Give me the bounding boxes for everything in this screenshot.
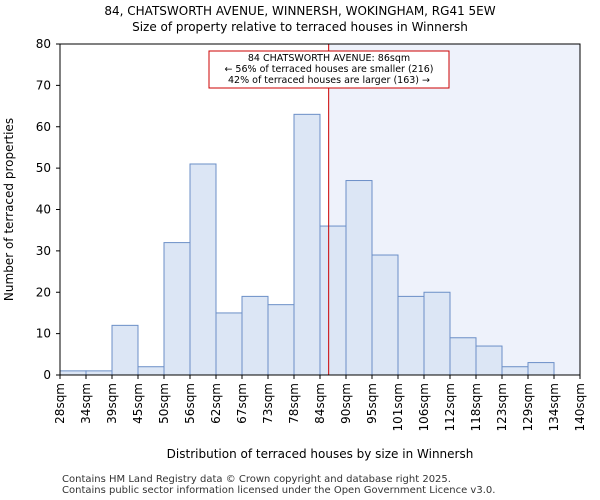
- bar-39sqm: [111, 324, 139, 376]
- annotation-line-1: 84 CHATSWORTH AVENUE: 86sqm: [248, 53, 410, 64]
- bar-106sqm: [423, 291, 451, 376]
- y-tick-label: 40: [36, 203, 51, 217]
- x-tick-label: 101sqm: [391, 383, 405, 431]
- y-tick-label: 60: [36, 120, 51, 134]
- bar-50sqm: [163, 242, 191, 376]
- x-axis-label: Distribution of terraced houses by size …: [167, 447, 474, 461]
- bar-28sqm: [59, 370, 87, 376]
- x-tick-label: 90sqm: [339, 383, 353, 424]
- x-tick-label: 28sqm: [53, 383, 67, 424]
- x-tick-label: 140sqm: [573, 383, 587, 431]
- y-tick-label: 50: [36, 161, 51, 175]
- bar-101sqm: [397, 295, 425, 376]
- footer-copyright: Contains HM Land Registry data © Crown c…: [62, 474, 451, 485]
- x-tick-label: 39sqm: [105, 383, 119, 424]
- footer-licence: Contains public sector information licen…: [62, 485, 496, 496]
- chart-title-address: 84, CHATSWORTH AVENUE, WINNERSH, WOKINGH…: [104, 4, 496, 18]
- x-tick-label: 62sqm: [209, 383, 223, 424]
- x-tick-label: 129sqm: [521, 383, 535, 431]
- x-tick-label: 67sqm: [235, 383, 249, 424]
- y-axis: 0 10 20 30 40 50 60 70 80: [36, 37, 60, 382]
- x-tick-label: 106sqm: [417, 383, 431, 431]
- bar-78sqm: [293, 113, 321, 376]
- x-tick-label: 134sqm: [547, 383, 561, 431]
- x-tick-label: 84sqm: [313, 383, 327, 424]
- bar-123sqm: [501, 366, 529, 376]
- y-axis-label: Number of terraced properties: [2, 118, 16, 301]
- annotation-line-3: 42% of terraced houses are larger (163) …: [228, 75, 430, 86]
- y-tick-label: 80: [36, 37, 51, 51]
- bar-90sqm: [345, 180, 373, 376]
- y-tick-label: 0: [43, 368, 51, 382]
- x-tick-label: 78sqm: [287, 383, 301, 424]
- bar-62sqm: [215, 312, 243, 376]
- bar-45sqm: [137, 366, 165, 376]
- y-tick-label: 10: [36, 327, 51, 341]
- plot-frame: [59, 43, 581, 376]
- x-tick-label: 73sqm: [261, 383, 275, 424]
- bar-129sqm: [527, 362, 555, 376]
- x-axis: 28sqm 34sqm 39sqm 45sqm 50sqm 56sqm 62sqm 67sqm…: [53, 375, 587, 431]
- bar-67sqm: [241, 295, 269, 376]
- x-tick-label: 50sqm: [157, 383, 171, 424]
- annotation-box: [208, 50, 450, 89]
- bar-84sqm: [319, 225, 347, 376]
- annotation-line-2: ← 56% of terraced houses are smaller (21…: [224, 64, 433, 75]
- bar-112sqm: [449, 337, 477, 376]
- bar-95sqm: [371, 254, 399, 376]
- chart-subtitle: Size of property relative to terraced ho…: [132, 20, 468, 34]
- x-tick-label: 112sqm: [443, 383, 457, 431]
- x-tick-label: 123sqm: [495, 383, 509, 431]
- y-tick-label: 30: [36, 244, 51, 258]
- bar-73sqm: [267, 304, 295, 376]
- bar-56sqm: [189, 163, 217, 376]
- bar-118sqm: [475, 345, 503, 376]
- bars-group: [59, 113, 555, 376]
- x-tick-label: 95sqm: [365, 383, 379, 424]
- x-tick-label: 118sqm: [469, 383, 483, 431]
- x-tick-label: 45sqm: [131, 383, 145, 424]
- x-tick-label: 56sqm: [183, 383, 197, 424]
- y-tick-label: 20: [36, 285, 51, 299]
- property-annotation: 84 CHATSWORTH AVENUE: 86sqm ← 56% of ter…: [208, 50, 450, 89]
- bar-34sqm: [85, 370, 113, 376]
- y-tick-label: 70: [36, 78, 51, 92]
- x-tick-label: 34sqm: [79, 383, 93, 424]
